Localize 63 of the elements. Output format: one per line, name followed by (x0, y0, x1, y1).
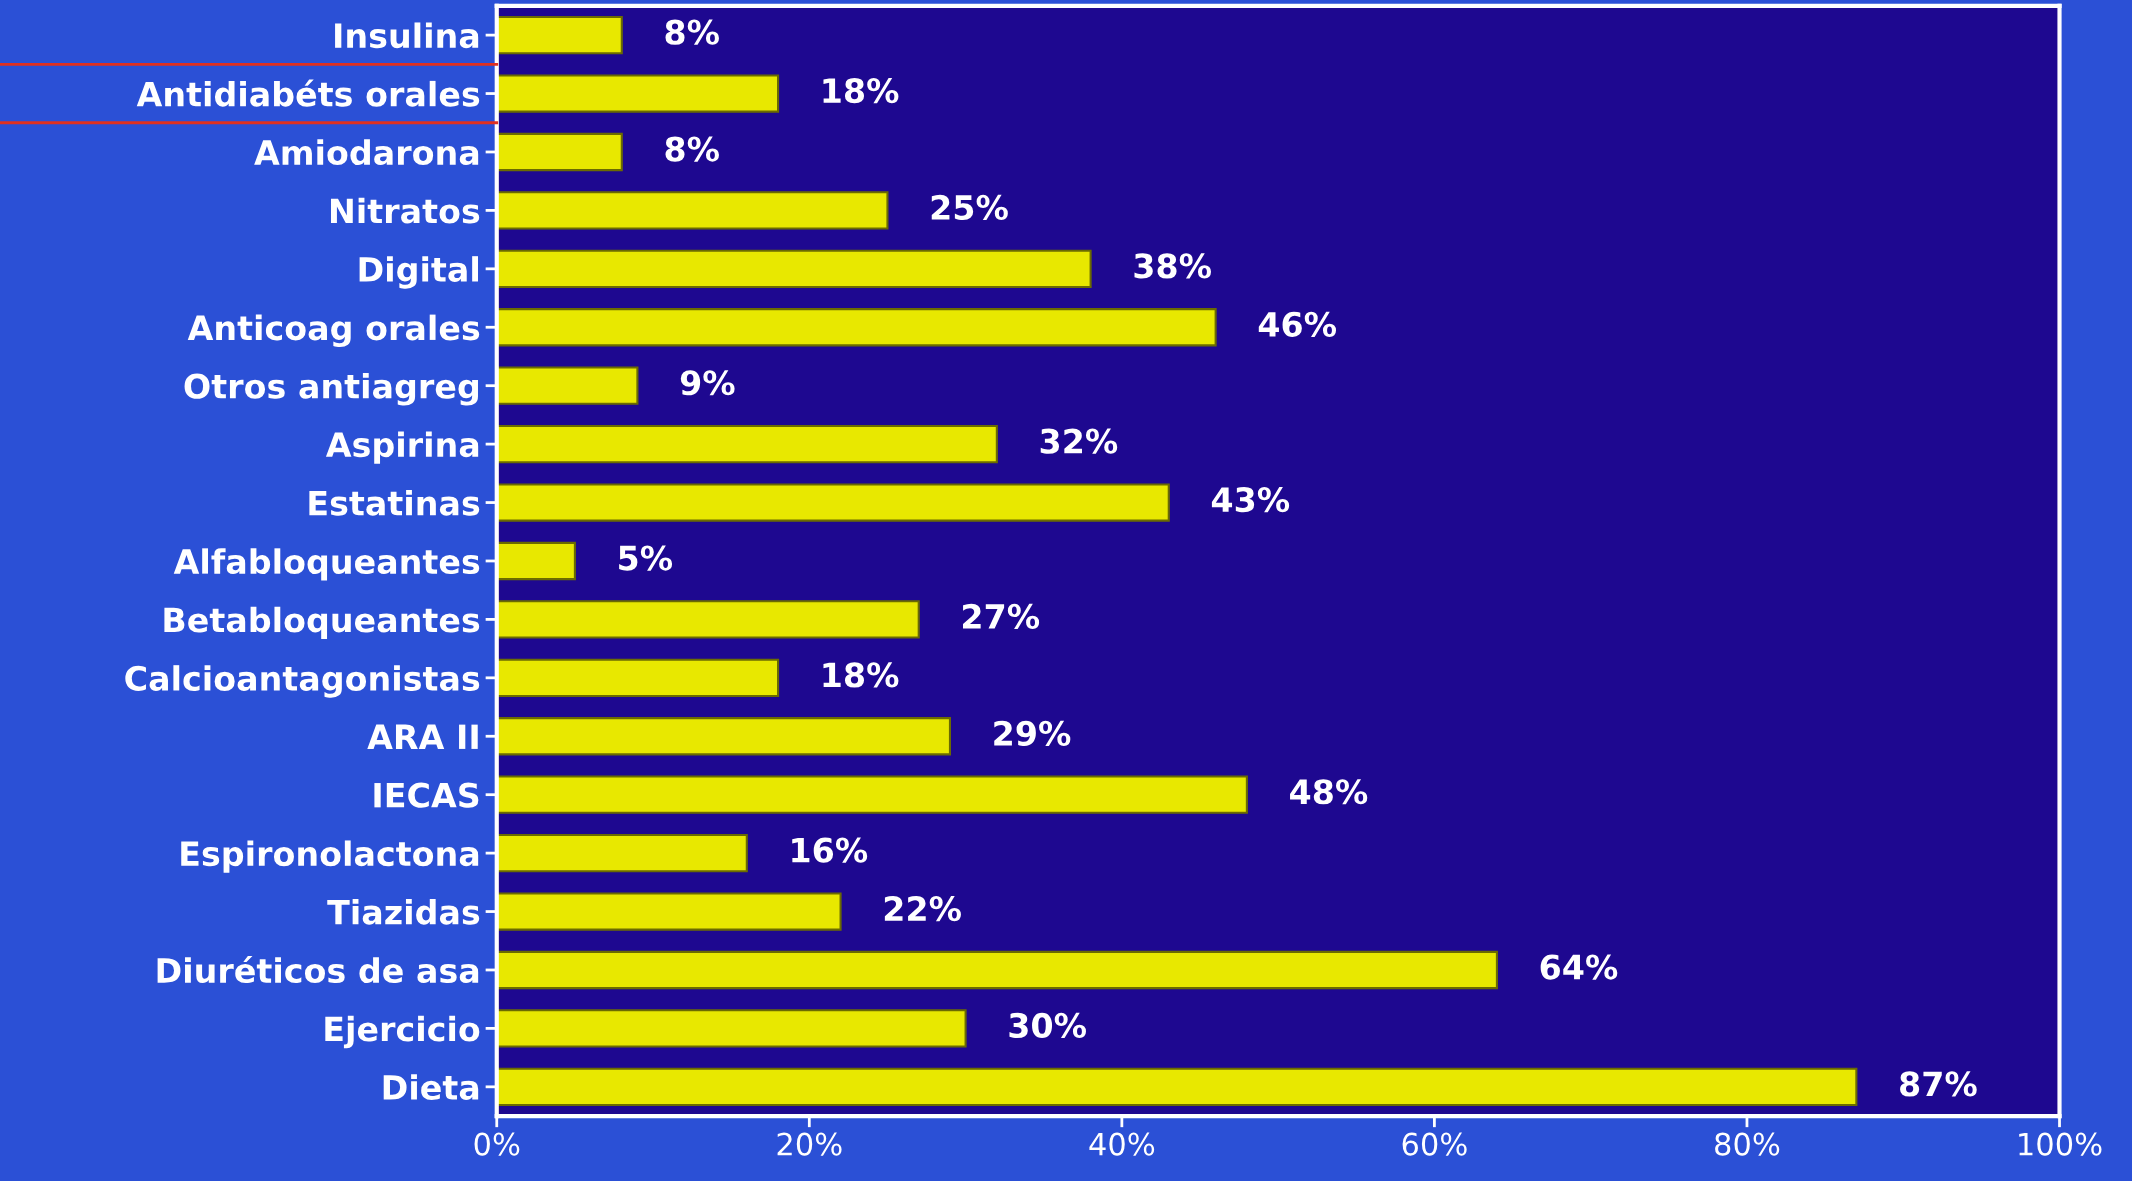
y-tick-label: Digital (359, 256, 478, 289)
bar (496, 1009, 967, 1048)
bar (496, 249, 1092, 288)
data-label: 27% (963, 603, 1040, 630)
data-label: 48% (1290, 779, 1368, 805)
y-tick-label: Alfabloqueantes (173, 548, 480, 581)
y-tick-label: Tiazidas (327, 898, 480, 925)
data-label: 87% (1900, 1071, 1977, 1097)
bar (496, 658, 780, 697)
y-tick-label: Ejercicio (325, 1015, 480, 1049)
y-tick-label: IECAS (374, 782, 479, 808)
data-label: 9% (680, 370, 735, 396)
data-label: 8% (665, 19, 719, 45)
y-tick-label: Dieta (383, 1074, 479, 1100)
bar (496, 717, 951, 756)
x-tick-label: 20% (777, 1132, 842, 1156)
y-tick-label: Betabloqueantes (164, 606, 480, 639)
data-label: 38% (1134, 253, 1211, 279)
y-tick-label: Espironolactona (181, 840, 479, 873)
data-label: 43% (1211, 487, 1290, 513)
data-label: 22% (884, 896, 961, 922)
bar (496, 366, 639, 405)
bar (496, 132, 623, 172)
data-label: 46% (1258, 311, 1337, 337)
x-tick-label: 60% (1402, 1132, 1467, 1156)
bar (496, 833, 748, 873)
data-label: 64% (1540, 954, 1618, 980)
y-tick-label: Amiodarona (254, 139, 479, 166)
y-tick-label: Nitratos (330, 197, 480, 224)
y-tick-label: Insulina (335, 22, 479, 49)
bar (496, 541, 576, 581)
y-tick-label: Aspirina (325, 431, 479, 464)
bar (496, 483, 1170, 522)
data-label: 18% (823, 78, 899, 104)
bar (496, 600, 920, 639)
y-tick-label: Antidiabéts orales (136, 79, 480, 107)
x-tick-label: 80% (1715, 1132, 1780, 1156)
y-tick-label: Anticoag orales (187, 314, 480, 348)
bar (496, 15, 623, 55)
x-tick-label: 0% (474, 1132, 520, 1156)
x-tick-label: 100% (2019, 1132, 2102, 1156)
bar (496, 191, 889, 230)
bar (496, 950, 1498, 990)
data-label: 8% (665, 136, 719, 162)
y-tick-label: Estatinas (309, 489, 480, 516)
bar (496, 74, 780, 113)
bar (496, 892, 842, 931)
y-tick-label: ARA II (367, 724, 478, 749)
bar (496, 1067, 1858, 1106)
bar (496, 775, 1248, 814)
data-label: 18% (823, 662, 899, 688)
data-label: 32% (1040, 428, 1118, 454)
data-label: 29% (994, 720, 1071, 746)
y-tick-label: Diuréticos de asa (157, 955, 479, 984)
data-label: 30% (1009, 1012, 1086, 1039)
bar (496, 308, 1217, 347)
bar (496, 424, 998, 464)
x-tick-label: 40% (1089, 1132, 1155, 1156)
data-label: 16% (792, 837, 868, 863)
y-tick-label: Otros antiagreg (184, 373, 478, 406)
data-label: 25% (931, 194, 1008, 221)
y-tick-label: Calcioantagonistas (125, 665, 480, 698)
data-label: 5% (619, 545, 673, 571)
